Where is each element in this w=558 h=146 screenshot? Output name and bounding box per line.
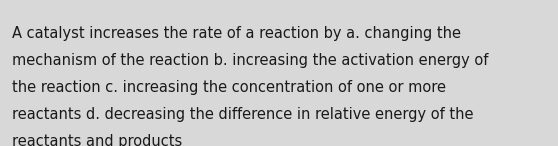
Text: reactants and products: reactants and products [12,134,182,146]
Text: A catalyst increases the rate of a reaction by a. changing the: A catalyst increases the rate of a react… [12,26,461,41]
Text: reactants d. decreasing the difference in relative energy of the: reactants d. decreasing the difference i… [12,107,474,122]
Text: mechanism of the reaction b. increasing the activation energy of: mechanism of the reaction b. increasing … [12,53,489,68]
Text: the reaction c. increasing the concentration of one or more: the reaction c. increasing the concentra… [12,80,446,95]
